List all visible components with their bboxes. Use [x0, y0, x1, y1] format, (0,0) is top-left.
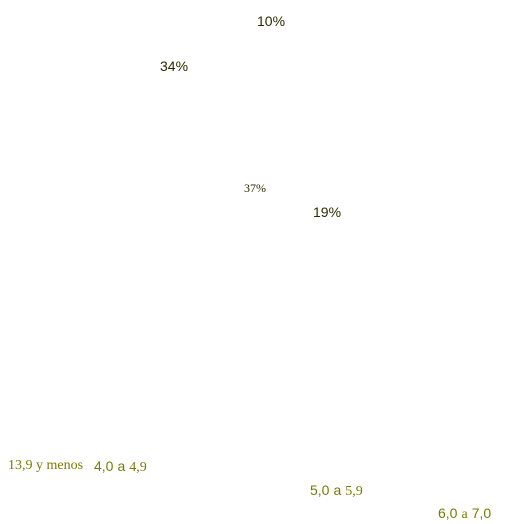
slice-label-2: 34% [160, 58, 189, 74]
legend-label-1: 13,9 y menos [8, 458, 84, 473]
legend-label-3: 5,0 a 5,9 [310, 483, 363, 499]
legend-label-3-sep: a [333, 482, 342, 498]
legend-label-2-to: 4,9 [129, 460, 147, 475]
slice-label-1: 10% [257, 13, 286, 29]
legend-label-4-to: 7,0 [471, 505, 492, 521]
slice-label-4: 19% [313, 204, 342, 220]
slice-label-3: 37% [244, 181, 266, 195]
legend-label-4-from: 6,0 [438, 505, 458, 521]
legend-label-2-from: 4,0 [94, 458, 114, 474]
legend-label-4-sep: a [461, 507, 468, 522]
legend-label-2: 4,0 a 4,9 [94, 459, 147, 475]
legend-label-4: 6,0 a 7,0 [438, 506, 491, 522]
legend-label-3-from: 5,0 [310, 482, 330, 498]
legend-label-3-to: 5,9 [345, 484, 363, 499]
legend-label-2-sep: a [117, 458, 126, 474]
